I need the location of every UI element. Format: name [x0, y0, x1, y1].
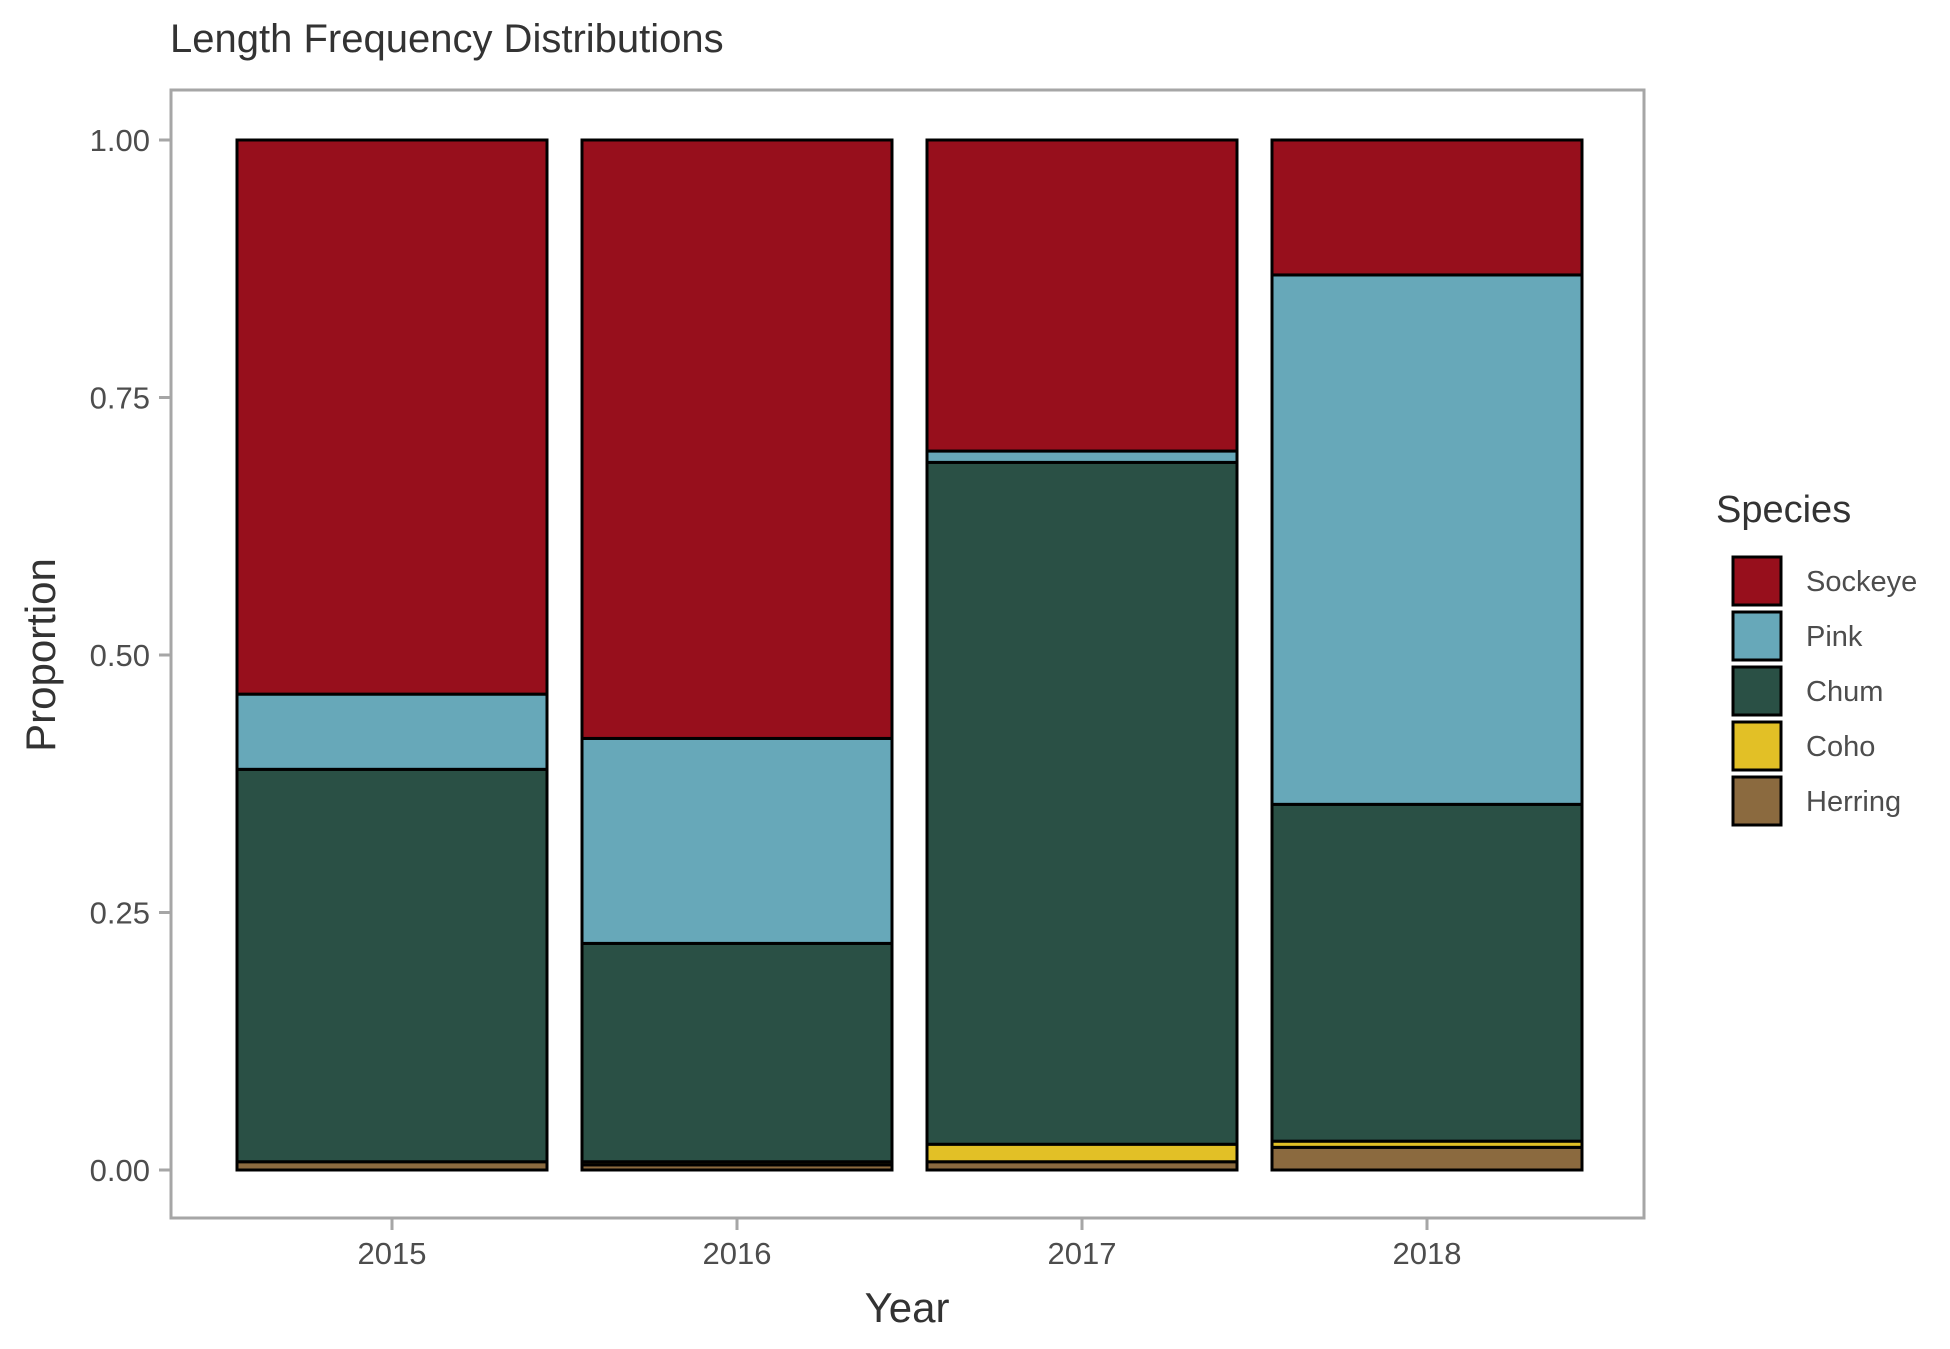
y-tick-label: 1.00 [90, 123, 150, 158]
y-tick-label: 0.25 [90, 896, 150, 931]
bar-2017-chum [925, 460, 1239, 1146]
legend-key-coho [1731, 720, 1783, 772]
bar-2018-herring [1270, 1145, 1584, 1172]
legend-key-pink [1731, 610, 1783, 662]
legend-items: Sockeye Pink Chum Coho Herring [1731, 555, 1917, 827]
legend-label-pink: Pink [1806, 621, 1863, 653]
legend-key-chum [1731, 665, 1783, 717]
bar-2015-chum [235, 767, 549, 1164]
y-tick-label: 0.00 [90, 1153, 150, 1188]
bar-2016-sockeye [580, 138, 894, 740]
bar-2018-sockeye [1270, 138, 1584, 277]
x-tick-label: 2017 [1048, 1236, 1117, 1271]
bar-2018-pink [1270, 273, 1584, 806]
y-axis: 0.00 0.25 0.50 0.75 1.00 [90, 123, 171, 1188]
y-tick-label: 0.50 [90, 638, 150, 673]
bar-2017-sockeye [925, 138, 1239, 453]
legend-key-herring [1731, 775, 1783, 827]
legend-label-herring: Herring [1806, 786, 1901, 818]
bar-2017-coho [925, 1142, 1239, 1164]
x-tick-label: 2015 [358, 1236, 427, 1271]
bar-2016-pink [580, 736, 894, 945]
bar-2017-pink [925, 449, 1239, 464]
bars-layer [235, 138, 1584, 1172]
x-tick-label: 2018 [1393, 1236, 1462, 1271]
y-tick-label: 0.75 [90, 381, 150, 416]
x-tick-label: 2016 [703, 1236, 772, 1271]
y-axis-label: Proportion [17, 558, 64, 752]
legend-label-sockeye: Sockeye [1806, 566, 1917, 598]
legend: Species Sockeye Pink Chum Coho Herring [1716, 489, 1917, 827]
legend-label-chum: Chum [1806, 676, 1883, 708]
legend-title: Species [1716, 489, 1851, 531]
bar-2018-chum [1270, 802, 1584, 1143]
legend-label-coho: Coho [1806, 731, 1875, 763]
x-axis-label: Year [865, 1284, 950, 1331]
legend-key-sockeye [1731, 555, 1783, 607]
chart-title: Length Frequency Distributions [170, 17, 724, 61]
bar-2015-sockeye [235, 138, 549, 696]
x-axis: 2015 2016 2017 2018 [358, 1218, 1462, 1271]
bar-2015-pink [235, 692, 549, 771]
bar-2016-chum [580, 941, 894, 1164]
